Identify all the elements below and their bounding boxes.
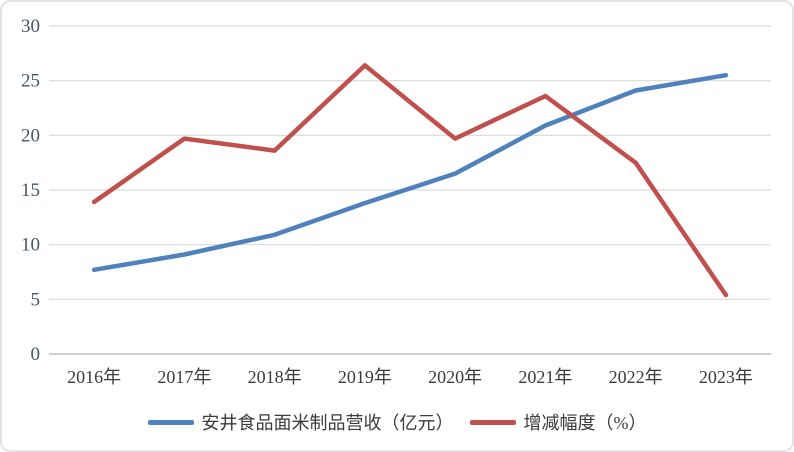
svg-text:10: 10 xyxy=(21,235,40,256)
legend-item-growth-rate: 增减幅度（%） xyxy=(469,409,647,435)
svg-text:2023年: 2023年 xyxy=(699,367,753,387)
growth-rate-line-swatch xyxy=(469,419,516,425)
svg-text:2018年: 2018年 xyxy=(248,367,302,387)
legend-label-growth-rate: 增减幅度（%） xyxy=(523,413,647,433)
legend: 安井食品面米制品营收（亿元） 增减幅度（%） xyxy=(2,407,792,437)
legend-item-revenue: 安井食品面米制品营收（亿元） xyxy=(147,409,454,435)
revenue-line-swatch xyxy=(147,419,194,425)
svg-text:2019年: 2019年 xyxy=(338,367,392,387)
svg-text:2017年: 2017年 xyxy=(157,367,211,387)
svg-text:2022年: 2022年 xyxy=(609,367,663,387)
svg-text:30: 30 xyxy=(21,16,40,37)
svg-text:5: 5 xyxy=(31,289,41,310)
svg-text:20: 20 xyxy=(21,125,40,146)
svg-text:2021年: 2021年 xyxy=(518,367,572,387)
svg-text:2020年: 2020年 xyxy=(428,367,482,387)
legend-label-revenue: 安井食品面米制品营收（亿元） xyxy=(201,413,454,433)
svg-text:2016年: 2016年 xyxy=(67,367,121,387)
svg-text:15: 15 xyxy=(21,180,40,201)
svg-text:25: 25 xyxy=(21,71,40,92)
svg-text:0: 0 xyxy=(31,344,41,365)
